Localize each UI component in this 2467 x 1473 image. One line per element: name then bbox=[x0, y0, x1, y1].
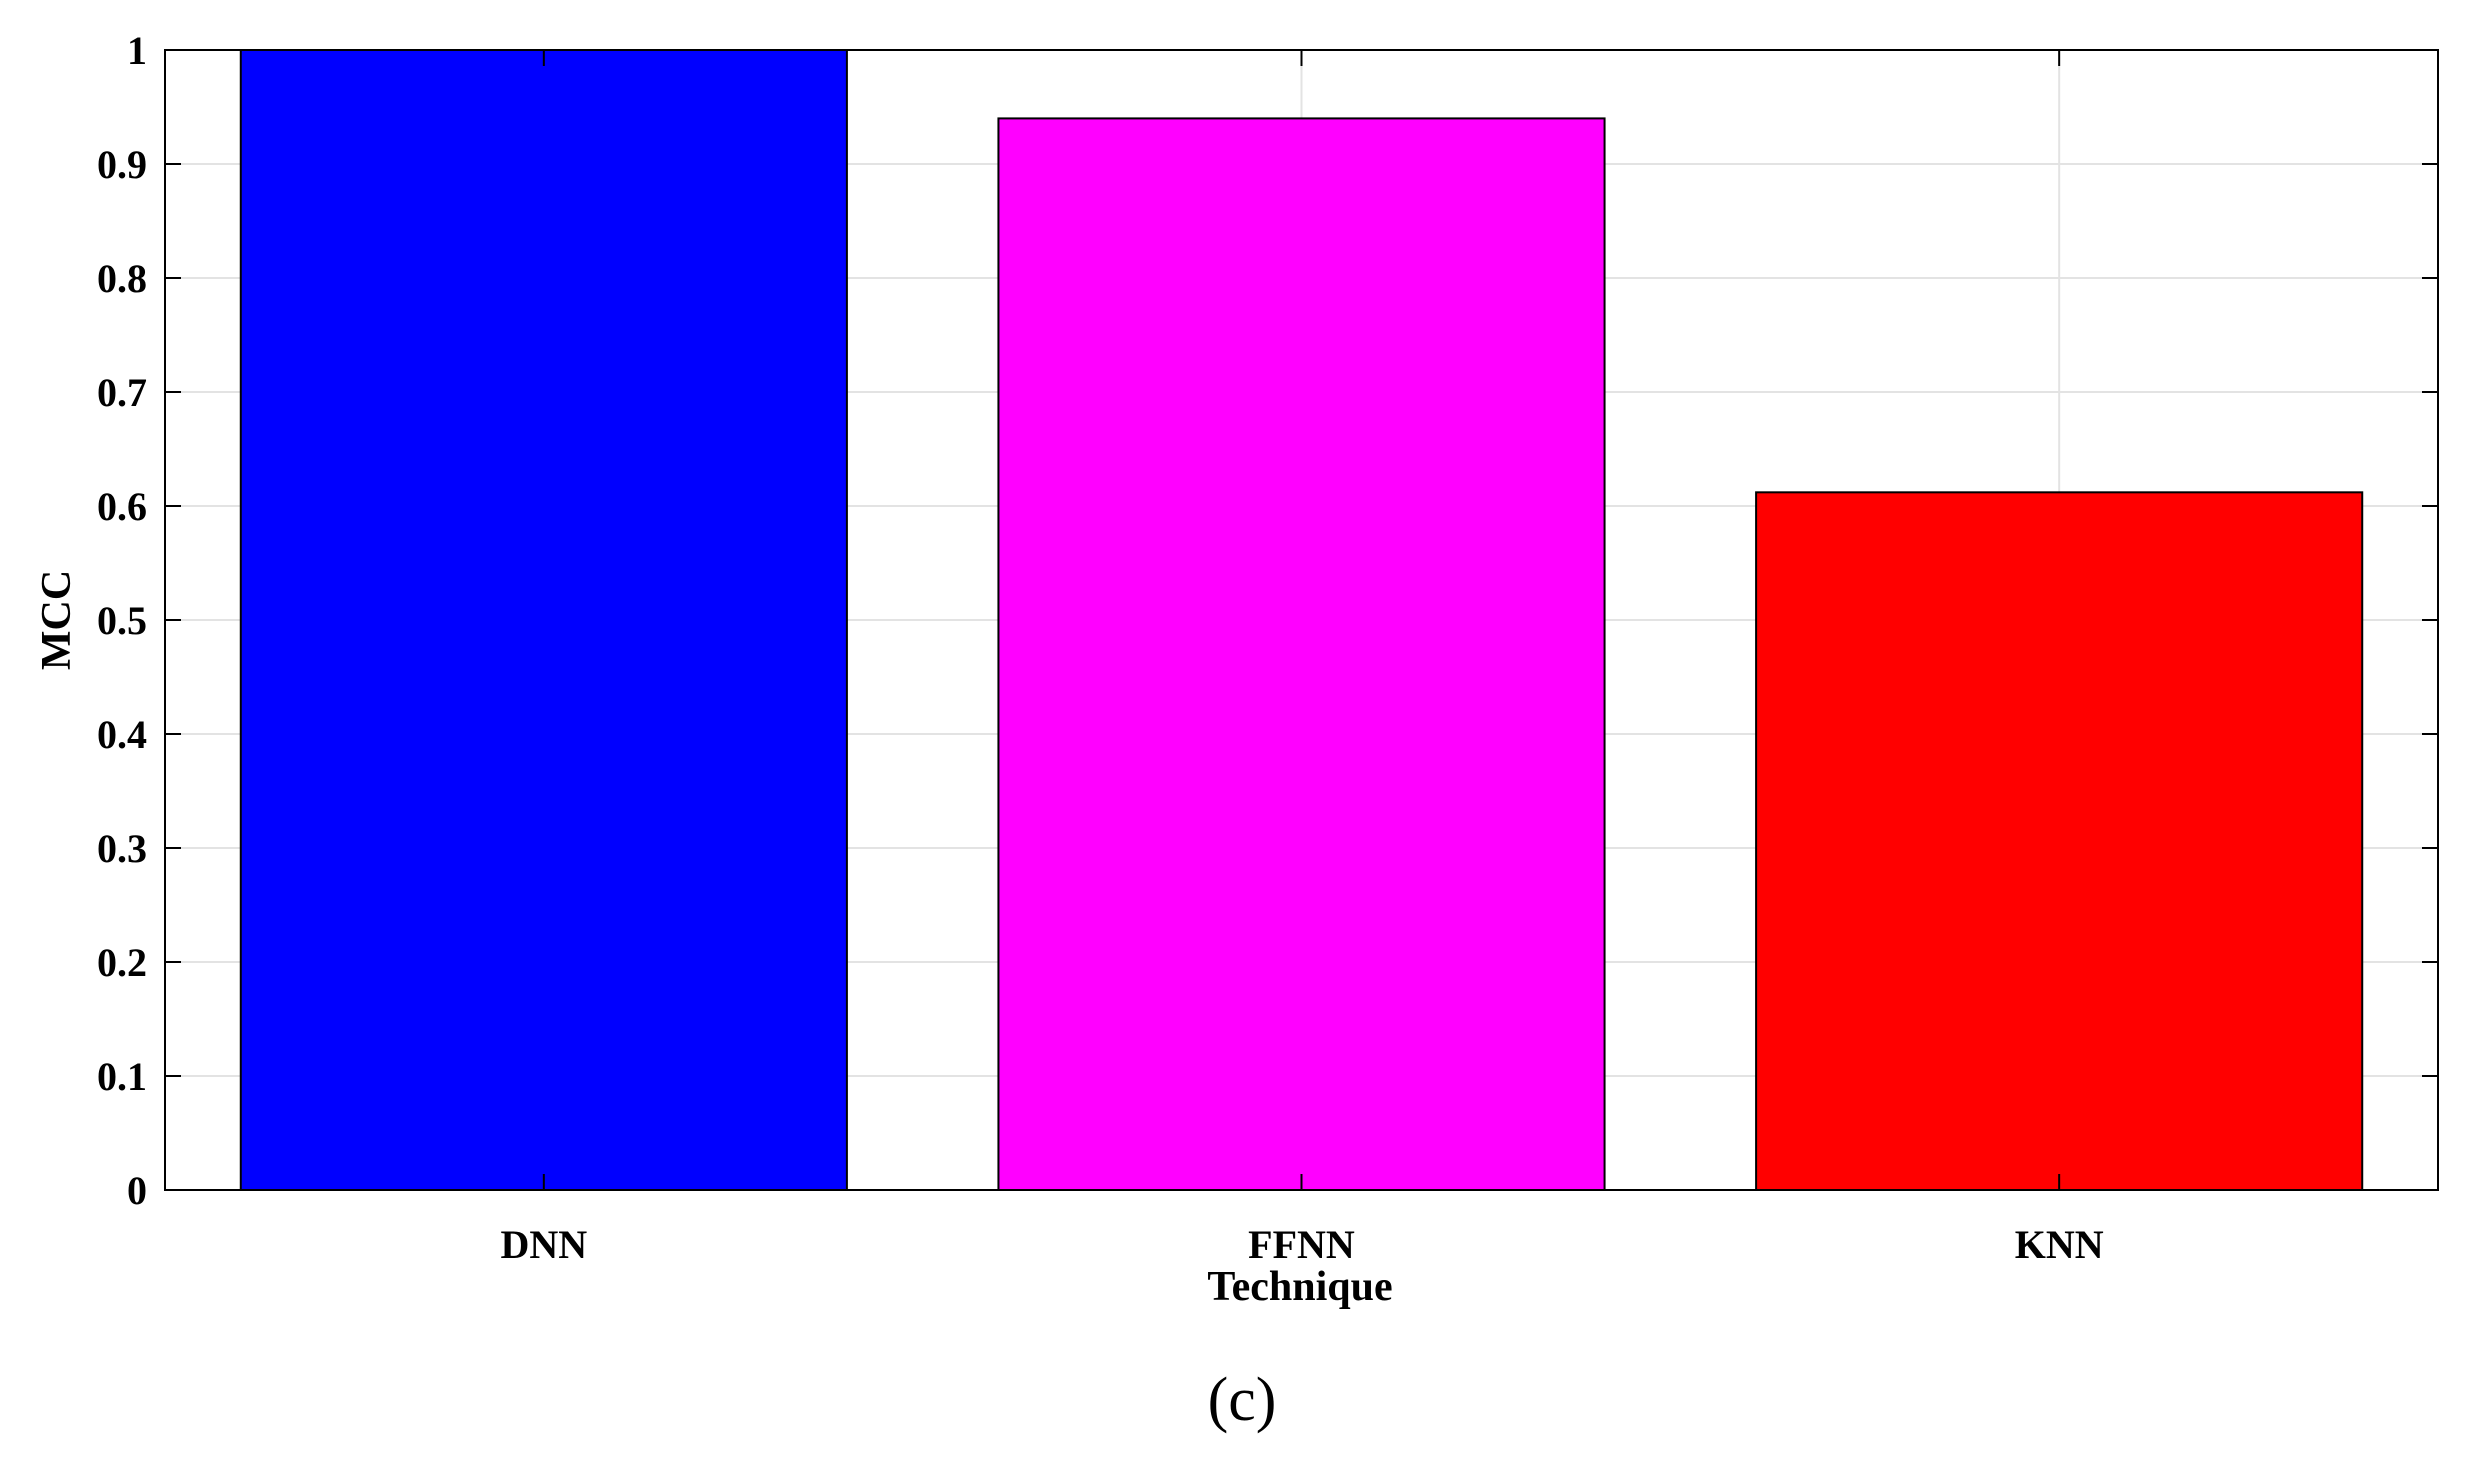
x-tick-label: KNN bbox=[2015, 1222, 2104, 1267]
y-tick-label: 0.6 bbox=[97, 484, 147, 529]
y-tick-label: 0.1 bbox=[97, 1054, 147, 1099]
y-tick-label: 1 bbox=[127, 28, 147, 73]
bar-knn bbox=[1755, 491, 2364, 1191]
x-tick-label: DNN bbox=[500, 1222, 587, 1267]
bar-dnn bbox=[239, 49, 848, 1191]
y-tick-label: 0 bbox=[127, 1168, 147, 1213]
x-axis-title: Technique bbox=[1207, 1264, 1392, 1310]
y-tick-label: 0.7 bbox=[97, 370, 147, 415]
y-tick-label: 0.5 bbox=[97, 598, 147, 643]
x-tick-label: FFNN bbox=[1248, 1222, 1355, 1267]
y-tick-label: 0.8 bbox=[97, 256, 147, 301]
y-tick-label: 0.3 bbox=[97, 826, 147, 871]
y-tick-label: 0.9 bbox=[97, 142, 147, 187]
y-tick-label: 0.2 bbox=[97, 940, 147, 985]
y-axis-title: MCC bbox=[34, 570, 80, 670]
y-tick-label: 0.4 bbox=[97, 712, 147, 757]
panel-label: (c) bbox=[1208, 1366, 1277, 1434]
y-tick-labels: 0 0.1 0.2 0.3 0.4 0.5 0.6 0.7 0.8 0.9 1 bbox=[97, 28, 147, 1213]
bar-ffnn bbox=[997, 117, 1606, 1191]
bars bbox=[239, 49, 2364, 1191]
ticks bbox=[165, 49, 2438, 1191]
x-tick-labels: DNN FFNN KNN bbox=[500, 1222, 2103, 1267]
